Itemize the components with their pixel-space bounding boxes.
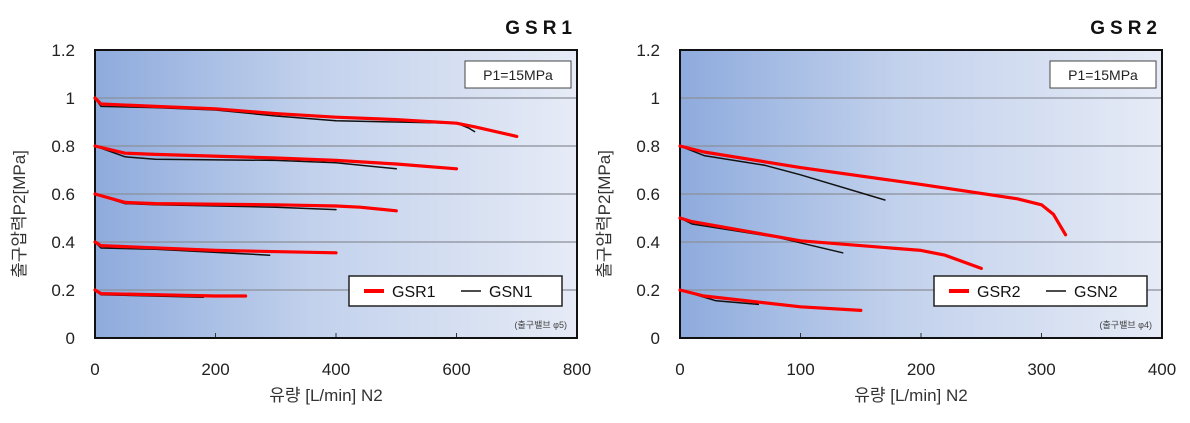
y-tick-label: 1.2 bbox=[51, 41, 75, 60]
series-line-gsr1 bbox=[93, 288, 248, 298]
y-tick-label: 1.2 bbox=[636, 41, 660, 60]
chart-title: GSR1 bbox=[505, 18, 577, 39]
series-line-gsr1 bbox=[93, 96, 519, 138]
x-tick-label: 400 bbox=[1148, 360, 1176, 379]
series-line-gsr1 bbox=[93, 192, 398, 213]
series-line-gsr2 bbox=[678, 216, 983, 270]
series-line-gsr1 bbox=[93, 240, 338, 255]
y-tick-label: 0.6 bbox=[51, 185, 75, 204]
y-tick-label: 0 bbox=[651, 329, 660, 348]
chart-title: GSR2 bbox=[1090, 18, 1162, 39]
y-tick-label: 0.4 bbox=[51, 233, 75, 252]
y-tick-label: 0 bbox=[66, 329, 75, 348]
x-tick-label: 300 bbox=[1027, 360, 1055, 379]
legend-label-gsn1: GSN1 bbox=[489, 284, 533, 301]
y-tick-label: 1 bbox=[651, 89, 660, 108]
valve-note: (출구밸브 φ5) bbox=[515, 320, 567, 330]
condition-frame bbox=[1049, 60, 1157, 89]
x-tick-label: 100 bbox=[786, 360, 814, 379]
y-tick-label: 0.2 bbox=[636, 281, 660, 300]
y-tick-label: 0.6 bbox=[636, 185, 660, 204]
condition-box: P1=15MPa bbox=[464, 60, 572, 89]
legend-frame bbox=[348, 275, 563, 307]
y-tick-label: 0.8 bbox=[636, 137, 660, 156]
y-axis-label: 출구압력P2[MPa] bbox=[595, 150, 614, 278]
series-line-gsn1 bbox=[94, 145, 398, 170]
x-tick-label: 0 bbox=[90, 360, 99, 379]
x-tick-label: 400 bbox=[322, 360, 350, 379]
y-tick-label: 1 bbox=[66, 89, 75, 108]
legend: GSR1 GSN1 bbox=[348, 275, 563, 307]
legend-label-gsn2: GSN2 bbox=[1074, 284, 1118, 301]
valve-note: (출구밸브 φ4) bbox=[1100, 320, 1152, 330]
series-line-gsn2 bbox=[679, 145, 886, 201]
y-tick-label: 0.8 bbox=[51, 137, 75, 156]
y-tick-label: 0.4 bbox=[636, 233, 660, 252]
condition-label: P1=15MPa bbox=[483, 67, 553, 83]
x-axis-label: 유량 [L/min] N2 bbox=[269, 386, 382, 405]
x-tick-label: 600 bbox=[442, 360, 470, 379]
x-tick-label: 800 bbox=[563, 360, 591, 379]
x-tick-label: 200 bbox=[907, 360, 935, 379]
condition-label: P1=15MPa bbox=[1068, 67, 1138, 83]
y-tick-label: 0.2 bbox=[51, 281, 75, 300]
legend-label-gsr1: GSR1 bbox=[392, 284, 436, 301]
series-line-gsr1 bbox=[93, 144, 459, 171]
x-axis-label: 유량 [L/min] N2 bbox=[854, 386, 967, 405]
chart-gsr1: 0 0.2 0.4 0.6 0.8 1 1.2 0 200 400 600 800 GSR1 P1=15M… bbox=[10, 18, 591, 405]
plot-border bbox=[679, 49, 1163, 339]
condition-box: P1=15MPa bbox=[1049, 60, 1157, 89]
series-line-gsr2 bbox=[678, 144, 1068, 237]
chart-gsr2: 0 0.2 0.4 0.6 0.8 1 1.2 0 100 200 300 400 GSR2 P1=15M… bbox=[595, 18, 1176, 405]
x-tick-label: 0 bbox=[675, 360, 684, 379]
series-line-gsr2 bbox=[678, 288, 863, 312]
legend-frame bbox=[933, 275, 1148, 307]
legend-label-gsr2: GSR2 bbox=[977, 284, 1021, 301]
y-axis-label: 출구압력P2[MPa] bbox=[10, 150, 29, 278]
x-tick-label: 200 bbox=[201, 360, 229, 379]
legend: GSR2 GSN2 bbox=[933, 275, 1148, 307]
condition-frame bbox=[464, 60, 572, 89]
